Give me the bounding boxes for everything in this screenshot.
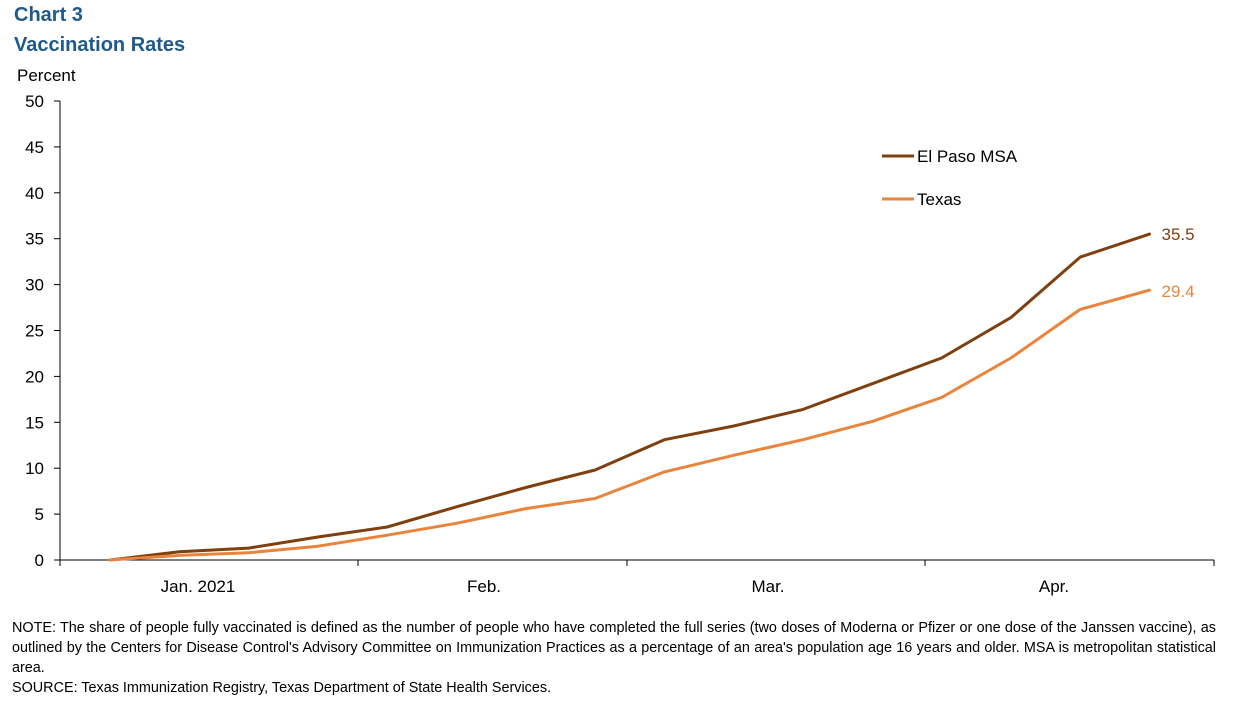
legend-label: Texas (917, 190, 961, 209)
chart-notes: NOTE: The share of people fully vaccinat… (12, 618, 1216, 698)
y-tick-label: 35 (25, 230, 44, 249)
y-tick-label: 10 (25, 459, 44, 478)
y-tick-label: 20 (25, 367, 44, 386)
series-line-el-paso-msa (108, 232, 1151, 562)
series-line-texas (108, 288, 1151, 562)
chart-number: Chart 3 (14, 4, 83, 26)
y-tick-label: 15 (25, 413, 44, 432)
note-text: NOTE: The share of people fully vaccinat… (12, 620, 1216, 676)
x-tick-label: Feb. (467, 577, 501, 596)
legend-label: El Paso MSA (917, 147, 1018, 166)
source-text: SOURCE: Texas Immunization Registry, Tex… (12, 680, 552, 696)
x-tick-label: Apr. (1039, 577, 1069, 596)
y-axis-label: Percent (17, 66, 76, 85)
y-tick-label: 5 (35, 505, 44, 524)
y-tick-label: 45 (25, 138, 44, 157)
y-tick-label: 40 (25, 184, 44, 203)
x-tick-label: Mar. (751, 577, 784, 596)
x-tick-label: Jan. 2021 (161, 577, 236, 596)
y-tick-label: 25 (25, 322, 44, 341)
y-tick-label: 0 (35, 551, 44, 570)
y-tick-label: 50 (25, 92, 44, 111)
end-value-label: 35.5 (1162, 225, 1195, 244)
end-value-label: 29.4 (1162, 282, 1195, 301)
y-tick-label: 30 (25, 276, 44, 295)
chart-title: Vaccination Rates (14, 34, 186, 56)
